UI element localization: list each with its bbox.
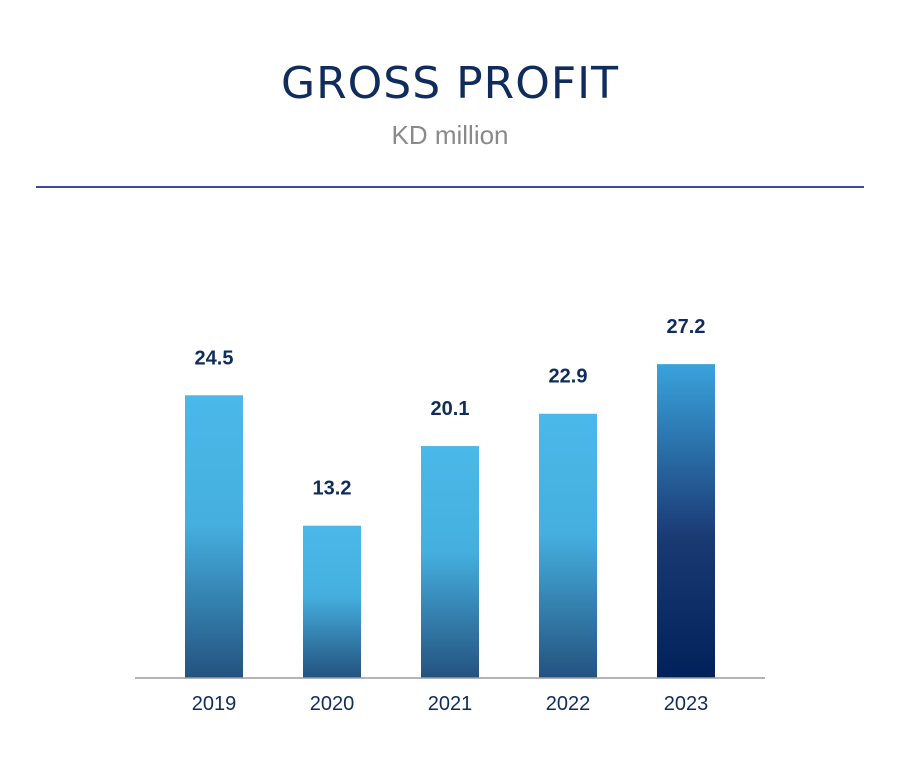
bar-2021 xyxy=(421,446,479,678)
value-label-2021: 20.1 xyxy=(431,398,470,420)
value-label-2019: 24.5 xyxy=(195,347,234,369)
category-label-2021: 2021 xyxy=(428,693,473,715)
value-label-2020: 13.2 xyxy=(313,478,352,500)
title-divider xyxy=(36,186,864,188)
bars-group xyxy=(185,364,715,678)
bar-2022 xyxy=(539,413,597,678)
chart-subtitle: KD million xyxy=(391,120,509,150)
value-label-2023: 27.2 xyxy=(667,316,706,338)
category-label-2022: 2022 xyxy=(546,693,591,715)
category-label-2019: 2019 xyxy=(192,693,237,715)
chart-title: GROSS PROFIT xyxy=(280,58,620,109)
bar-2019 xyxy=(185,395,243,678)
category-label-2023: 2023 xyxy=(664,693,709,715)
value-label-2022: 22.9 xyxy=(549,366,588,388)
bar-2020 xyxy=(303,525,361,678)
bar-2023 xyxy=(657,364,715,678)
labels-group: 24.5 2019 13.2 2020 20.1 2021 22.9 2022 27.2 2023 xyxy=(192,316,709,715)
category-label-2020: 2020 xyxy=(310,693,355,715)
